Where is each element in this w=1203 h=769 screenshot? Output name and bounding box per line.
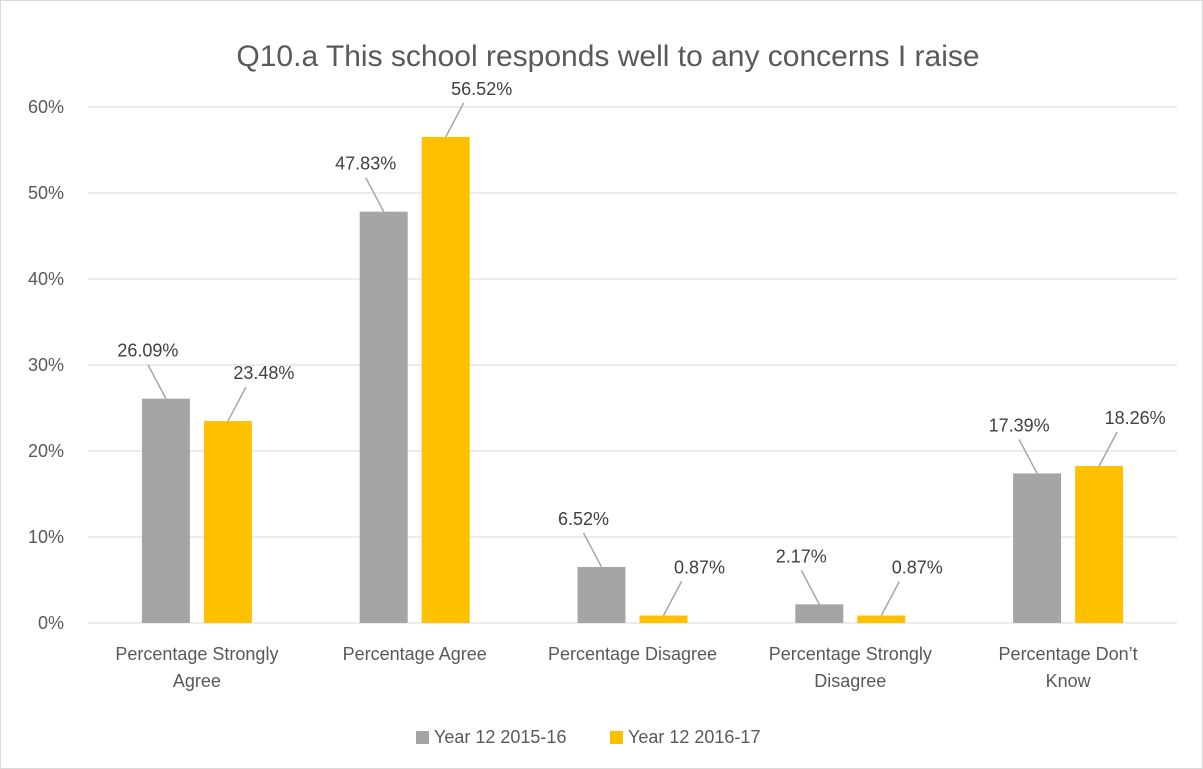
bar (421, 136, 470, 624)
data-label: 47.83% (335, 154, 396, 174)
bar (577, 566, 626, 623)
category-label: Percentage Strongly Agree (115, 644, 278, 691)
bar (1013, 473, 1062, 623)
legend-swatch (416, 731, 429, 744)
leader-line (880, 581, 900, 616)
data-label: 18.26% (1105, 408, 1166, 428)
leader-line (365, 177, 385, 213)
data-label: 56.52% (451, 79, 512, 99)
leader-line (227, 386, 247, 422)
y-tick-label: 20% (28, 441, 64, 461)
data-label-leader-lines (147, 102, 1118, 616)
bar (639, 615, 688, 623)
leader-line (1098, 431, 1118, 467)
data-label: 23.48% (233, 363, 294, 383)
data-label: 6.52% (558, 509, 609, 529)
y-tick-label: 60% (28, 97, 64, 117)
bar (795, 604, 844, 623)
data-label: 2.17% (776, 546, 827, 566)
leader-line (800, 569, 820, 605)
chart-title: Q10.a This school responds well to any c… (236, 40, 979, 73)
data-label: 26.09% (117, 341, 178, 361)
data-label: 17.39% (989, 415, 1050, 435)
y-axis-tick-labels: 0% 10% 20% 30% 40% 50% 60% (28, 97, 64, 633)
data-label: 0.87% (674, 558, 725, 578)
category-label: Percentage Agree (343, 644, 487, 664)
category-label: Percentage Disagree (548, 644, 717, 664)
y-tick-label: 50% (28, 183, 64, 203)
legend-label: Year 12 2016-17 (628, 727, 760, 747)
x-axis-category-labels: Percentage Strongly Agree Percentage Agree… (115, 644, 1137, 691)
leader-line (662, 581, 683, 616)
legend-swatch (610, 731, 623, 744)
y-tick-label: 30% (28, 355, 64, 375)
category-label: Percentage Don’t Know (999, 644, 1138, 691)
bar (857, 615, 906, 623)
leader-line (582, 532, 603, 568)
y-tick-label: 10% (28, 527, 64, 547)
bar (1075, 465, 1124, 623)
category-label: Percentage Strongly Disagree (769, 644, 932, 691)
leader-line (445, 102, 465, 138)
legend: Year 12 2015-16 Year 12 2016-17 (416, 727, 760, 747)
bar (203, 421, 252, 623)
bars (141, 136, 1124, 624)
data-labels: 26.09% 23.48% 47.83% 56.52% 6.52% 0.87% 2.17% 0… (117, 79, 1165, 578)
data-label: 0.87% (892, 558, 943, 578)
leader-line (1018, 439, 1038, 474)
leader-line (147, 364, 167, 399)
y-tick-label: 0% (38, 613, 64, 633)
y-tick-label: 40% (28, 269, 64, 289)
gridlines (88, 106, 1177, 624)
bar (359, 211, 408, 624)
bar (141, 398, 190, 623)
legend-label: Year 12 2015-16 (434, 727, 566, 747)
